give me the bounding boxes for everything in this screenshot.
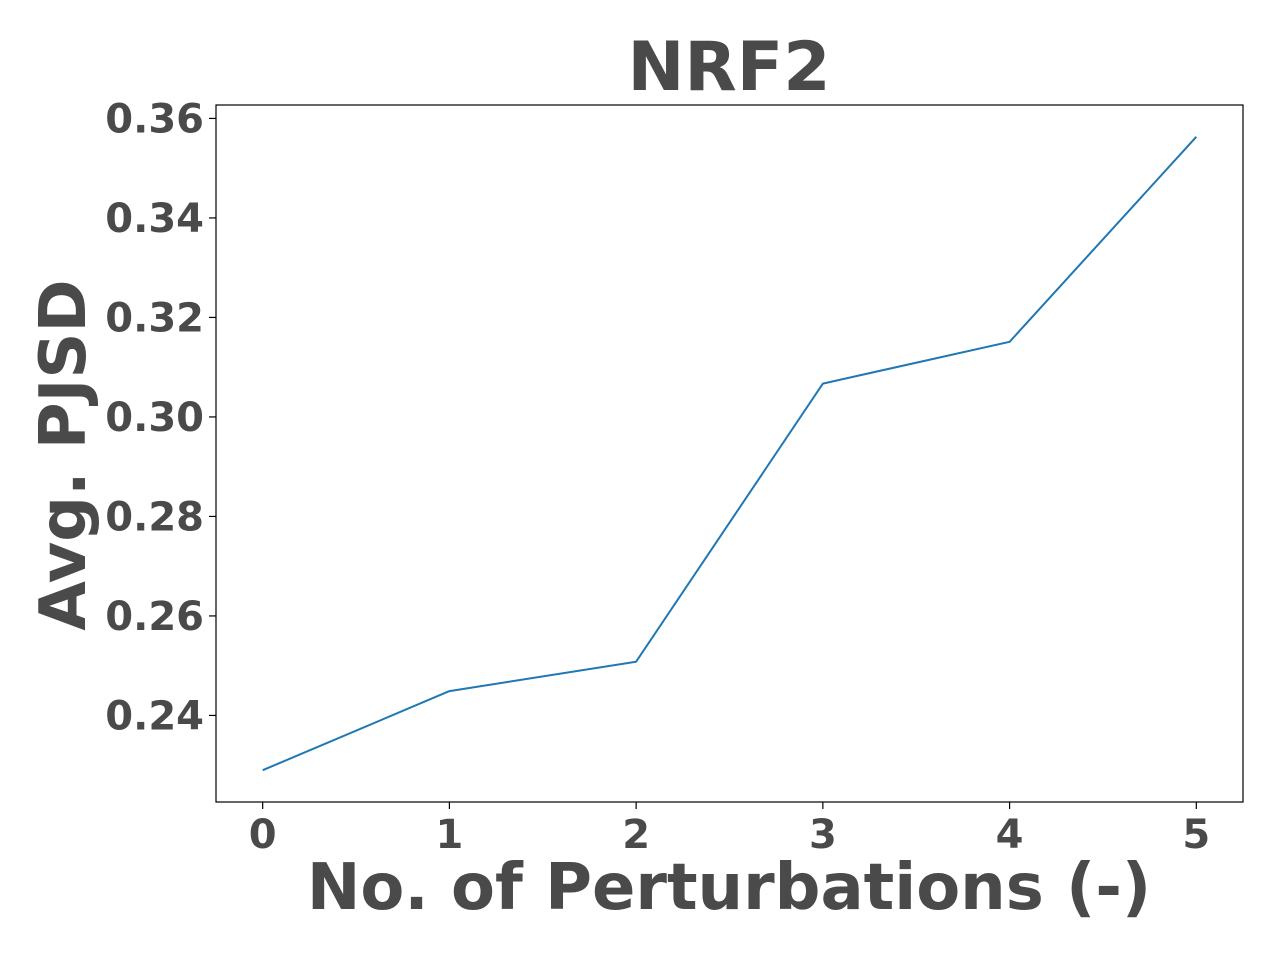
plot-frame — [215, 104, 1244, 803]
y-tick-label: 0.34 — [105, 196, 204, 242]
x-tick-label: 2 — [622, 812, 650, 858]
y-tick-label: 0.36 — [105, 96, 204, 142]
x-tick-label: 3 — [809, 812, 837, 858]
x-tick-label: 4 — [996, 812, 1024, 858]
x-tick-label: 5 — [1182, 812, 1210, 858]
y-tick-label: 0.30 — [105, 395, 204, 441]
plot-area — [262, 136, 1198, 772]
y-tick-label: 0.28 — [105, 494, 204, 540]
y-tick-label: 0.32 — [105, 295, 204, 341]
y-tick-label: 0.26 — [105, 594, 204, 640]
y-tick-label: 0.24 — [105, 693, 204, 739]
x-axis: 0 1 2 3 4 5 — [249, 802, 1210, 858]
x-axis-label: No. of Perturbations (-) — [307, 851, 1151, 925]
y-axis: 0.24 0.26 0.28 0.30 0.32 0.34 0.36 — [105, 96, 216, 739]
x-tick-label: 1 — [435, 812, 463, 858]
series-line — [262, 136, 1198, 772]
chart-title: NRF2 — [627, 28, 830, 107]
x-tick-label: 0 — [249, 812, 277, 858]
y-axis-label: Avg. PJSD — [27, 279, 101, 630]
